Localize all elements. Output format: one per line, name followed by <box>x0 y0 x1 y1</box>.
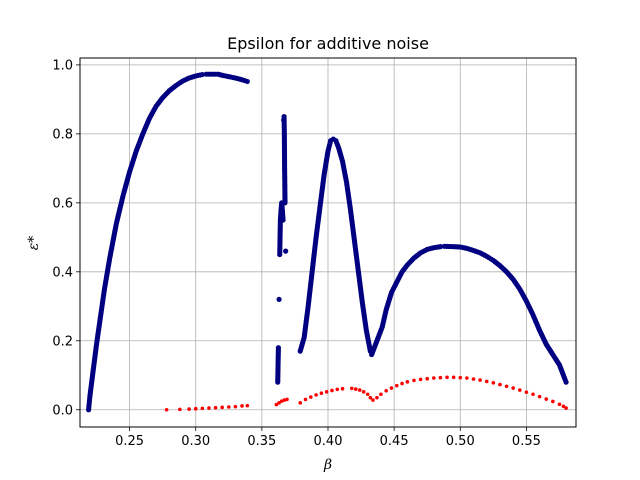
data-point <box>164 407 169 412</box>
y-tick-label: 0.2 <box>52 334 73 349</box>
data-point <box>551 399 555 404</box>
data-point <box>564 406 568 410</box>
data-point <box>418 377 423 382</box>
data-point <box>557 402 562 407</box>
y-axis-label: ε* <box>26 236 42 251</box>
data-point <box>438 375 443 380</box>
x-tick-label: 0.35 <box>247 434 276 449</box>
data-point <box>389 386 394 390</box>
data-point <box>368 395 373 400</box>
data-point <box>432 376 436 380</box>
data-point <box>275 345 281 351</box>
data-point <box>517 388 522 392</box>
data-point <box>531 392 535 397</box>
data-point <box>561 404 566 409</box>
y-tick-label: 0.0 <box>52 403 73 418</box>
data-point <box>394 383 399 388</box>
y-tick-label: 0.4 <box>52 265 73 280</box>
data-point <box>324 390 329 394</box>
data-point <box>511 386 515 390</box>
series-1 <box>85 71 569 413</box>
data-point <box>445 375 449 380</box>
x-tick-label: 0.55 <box>512 434 541 449</box>
data-point <box>504 384 509 389</box>
data-point <box>340 386 345 391</box>
data-point <box>298 401 303 405</box>
data-point <box>437 244 444 250</box>
data-point <box>245 403 250 408</box>
x-tick-label: 0.50 <box>446 434 475 449</box>
y-ticks: 0.0 0.2 0.4 0.6 0.8 1.0 <box>52 58 80 418</box>
data-point <box>280 217 286 223</box>
data-point <box>227 405 231 409</box>
data-point <box>220 405 224 410</box>
y-tick-label: 0.6 <box>52 196 73 211</box>
data-point <box>314 393 318 397</box>
data-point <box>405 380 410 384</box>
data-point <box>491 381 496 385</box>
data-point <box>283 248 289 254</box>
data-point <box>207 406 211 410</box>
data-point <box>277 401 281 405</box>
data-point <box>537 394 542 399</box>
data-point <box>365 392 370 397</box>
data-point <box>178 407 182 412</box>
data-point <box>361 390 366 394</box>
data-point <box>563 379 569 385</box>
y-tick-label: 0.8 <box>52 127 73 142</box>
data-point <box>213 405 218 410</box>
data-point <box>478 378 482 382</box>
data-point <box>379 392 383 397</box>
data-point <box>353 387 358 391</box>
data-point <box>451 375 456 380</box>
x-tick-label: 0.25 <box>115 434 144 449</box>
data-point <box>412 378 416 383</box>
data-point <box>357 388 362 392</box>
series-layer <box>85 71 569 413</box>
data-point <box>274 402 279 407</box>
data-point <box>458 375 463 380</box>
data-point <box>544 397 549 401</box>
data-point <box>240 404 244 408</box>
data-point <box>484 379 489 384</box>
data-point <box>371 398 375 402</box>
data-point <box>384 388 388 393</box>
data-point <box>319 391 324 396</box>
data-point <box>465 376 469 380</box>
data-point <box>375 395 379 400</box>
data-point <box>471 377 476 381</box>
data-point <box>400 381 404 386</box>
data-point <box>282 200 288 206</box>
x-tick-label: 0.30 <box>181 434 210 449</box>
data-point <box>330 388 334 393</box>
x-ticks: 0.25 0.30 0.35 0.40 0.45 0.50 0.55 <box>115 427 541 449</box>
x-axis-label: β <box>323 457 332 473</box>
data-point <box>425 376 430 381</box>
data-point <box>244 78 250 85</box>
x-tick-label: 0.45 <box>380 434 409 449</box>
series-2 <box>164 375 568 412</box>
data-point <box>335 387 340 392</box>
data-point <box>350 386 354 391</box>
data-point <box>193 406 198 411</box>
data-point <box>309 395 313 399</box>
data-point <box>285 397 289 402</box>
data-point <box>303 397 308 402</box>
data-point <box>233 404 238 409</box>
data-point <box>498 382 502 387</box>
grid <box>80 58 576 427</box>
chart-title: Epsilon for additive noise <box>227 34 429 53</box>
data-point <box>524 390 529 394</box>
data-point <box>187 407 191 411</box>
data-point <box>276 296 282 303</box>
data-point <box>199 71 205 78</box>
data-point <box>200 406 205 411</box>
x-tick-label: 0.40 <box>314 434 343 449</box>
y-tick-label: 1.0 <box>52 58 73 73</box>
